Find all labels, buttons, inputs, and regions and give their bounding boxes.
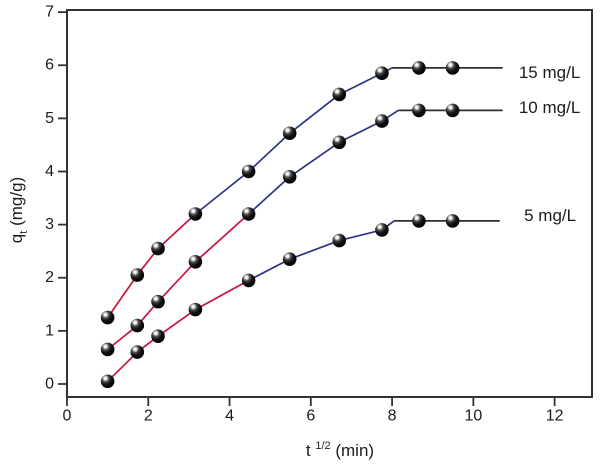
data-point-15mgl — [130, 268, 145, 282]
x-axis-title-superscript: 1/2 — [315, 440, 330, 452]
y-axis-tick-label: 2 — [45, 269, 54, 286]
data-point-15mgl — [100, 310, 115, 325]
x-axis-tick-label: 8 — [388, 407, 397, 424]
y-axis-title-unit: (mg/g) — [7, 177, 26, 231]
x-axis-title-base: t — [306, 441, 315, 460]
data-point-10mgl — [332, 135, 347, 150]
data-point-10mgl — [282, 170, 297, 184]
y-axis-tick-label: 3 — [45, 216, 54, 233]
series-label-5mgl: 5 mg/L — [524, 206, 576, 225]
x-axis-tick-label: 4 — [225, 407, 234, 424]
x-axis-tick-label: 0 — [63, 407, 72, 424]
x-axis-tick-label: 2 — [144, 407, 153, 424]
data-point-5mgl — [445, 214, 460, 228]
data-point-5mgl — [282, 252, 297, 266]
fit-line-blue-5mgl — [248, 220, 395, 282]
data-point-15mgl — [445, 61, 460, 75]
y-axis-tick-label: 1 — [45, 322, 54, 339]
y-axis-title: qt (mg/g) — [7, 177, 30, 243]
x-axis-tick-label: 12 — [546, 407, 564, 424]
data-point-15mgl — [188, 207, 203, 221]
fit-line-red-10mgl — [107, 213, 250, 351]
y-axis-tick-label: 5 — [45, 110, 54, 127]
y-axis-title-base: q — [7, 234, 26, 243]
fit-line-blue-10mgl — [248, 109, 399, 215]
series-label-10mgl: 10 mg/L — [519, 98, 580, 117]
fit-line-red-5mgl — [107, 279, 250, 382]
data-point-15mgl — [282, 126, 297, 141]
data-point-10mgl — [241, 207, 256, 221]
data-point-5mgl — [241, 273, 256, 288]
x-axis-title: t 1/2 (min) — [306, 440, 374, 460]
data-point-5mgl — [188, 302, 203, 317]
data-point-10mgl — [375, 114, 389, 128]
x-axis-tick-label: 10 — [464, 407, 482, 424]
data-point-15mgl — [412, 61, 426, 75]
data-point-5mgl — [151, 329, 165, 343]
y-axis-tick-label: 7 — [45, 4, 54, 21]
data-point-5mgl — [100, 374, 115, 389]
data-point-15mgl — [241, 164, 256, 179]
data-point-10mgl — [188, 255, 203, 269]
data-point-15mgl — [332, 87, 347, 102]
data-point-10mgl — [412, 103, 426, 118]
data-point-10mgl — [445, 103, 460, 118]
data-point-5mgl — [375, 223, 389, 237]
y-axis-tick-label: 6 — [45, 57, 54, 74]
plot-frame — [66, 9, 593, 398]
data-point-10mgl — [130, 318, 145, 333]
fit-line-blue-15mgl — [194, 67, 393, 215]
data-point-5mgl — [130, 345, 145, 359]
data-point-15mgl — [151, 241, 165, 256]
y-axis-tick-label: 4 — [45, 163, 54, 180]
series-label-15mgl: 15 mg/L — [519, 63, 580, 82]
data-point-5mgl — [332, 233, 347, 248]
fit-line-red-15mgl — [106, 213, 196, 319]
x-axis-tick-label: 6 — [306, 407, 315, 424]
x-axis-title-unit: (min) — [331, 441, 374, 460]
data-point-10mgl — [100, 342, 115, 357]
data-point-15mgl — [375, 66, 389, 81]
data-point-10mgl — [151, 294, 165, 309]
y-axis-title-subscript: t — [18, 231, 30, 234]
data-point-5mgl — [412, 214, 426, 228]
y-axis-tick-label: 0 — [45, 375, 54, 392]
